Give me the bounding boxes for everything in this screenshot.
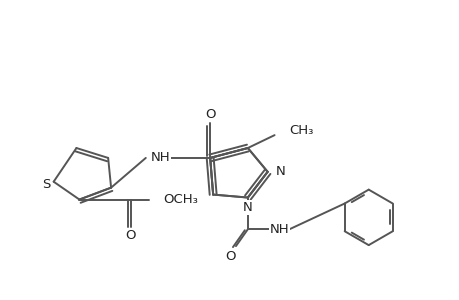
Text: O: O xyxy=(224,250,235,263)
Text: CH₃: CH₃ xyxy=(289,124,313,137)
Text: O: O xyxy=(125,229,136,242)
Text: OCH₃: OCH₃ xyxy=(163,193,198,206)
Text: S: S xyxy=(42,178,51,191)
Text: NH: NH xyxy=(269,223,289,236)
Text: O: O xyxy=(205,108,215,121)
Text: N: N xyxy=(275,165,285,178)
Text: NH: NH xyxy=(151,152,170,164)
Text: N: N xyxy=(242,201,252,214)
